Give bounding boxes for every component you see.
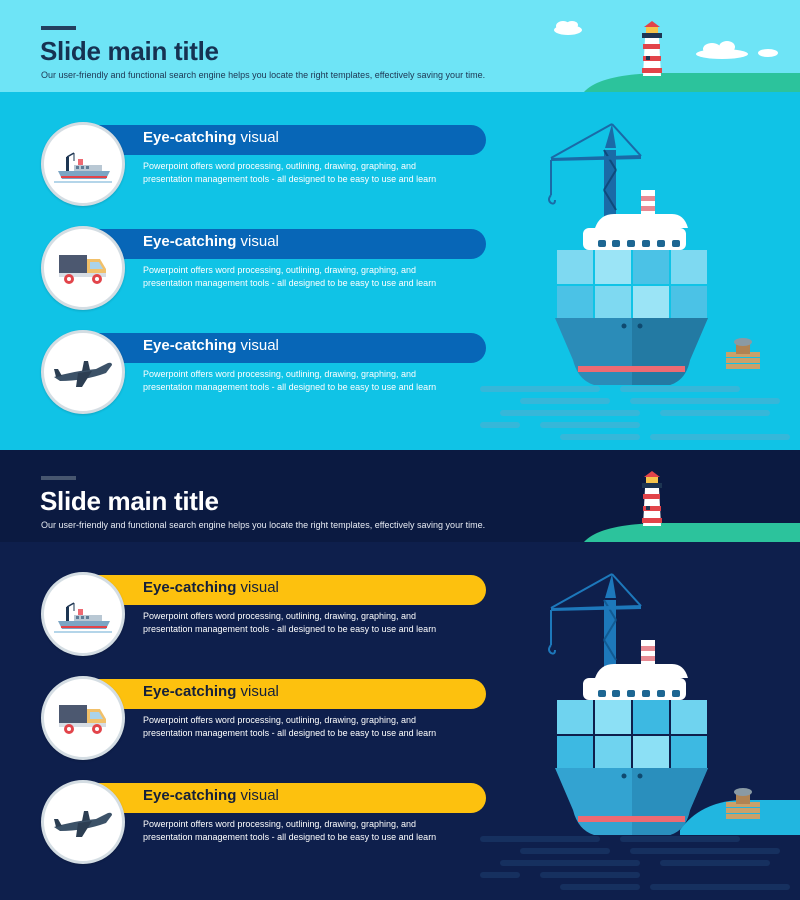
- crane-icon: [548, 123, 642, 220]
- island-shape: [584, 73, 800, 92]
- list-item: Eye-catching visual Powerpoint offers wo…: [40, 572, 490, 656]
- delivery-truck-icon: [59, 255, 106, 284]
- slide-subtitle: Our user-friendly and functional search …: [41, 70, 486, 80]
- airplane-icon: [54, 361, 112, 387]
- slide-title: Slide main title: [40, 36, 219, 66]
- item-heading-bar: [80, 229, 486, 259]
- list-item: Eye-catching visual Powerpoint offers wo…: [40, 122, 490, 206]
- lighthouse-icon: [642, 21, 662, 76]
- list-item: Eye-catching visual Powerpoint offers wo…: [40, 330, 490, 414]
- dock-bollard-icon: [726, 338, 760, 369]
- item-heading-bar: [80, 575, 486, 605]
- item-heading: Eye-catching visual: [143, 579, 279, 596]
- harbor-scene: [480, 21, 800, 440]
- water-waves: [480, 386, 790, 440]
- item-heading-bar: [80, 333, 486, 363]
- cargo-ship-illustration: [555, 190, 708, 385]
- item-heading: Eye-catching visual: [143, 337, 279, 354]
- slide-light: Slide main title Our user-friendly and f…: [0, 0, 800, 450]
- item-description: Powerpoint offers word processing, outli…: [143, 819, 437, 842]
- item-heading-bar: [80, 679, 486, 709]
- item-description: Powerpoint offers word processing, outli…: [143, 369, 437, 392]
- list-item: Eye-catching visual Powerpoint offers wo…: [40, 676, 490, 760]
- list-item: Eye-catching visual Powerpoint offers wo…: [40, 780, 490, 864]
- cloud-icon: [554, 21, 582, 35]
- airplane-icon: [54, 811, 112, 837]
- dock-bollard-icon: [726, 788, 760, 819]
- icon-circle: [41, 676, 125, 760]
- item-heading: Eye-catching visual: [143, 683, 279, 700]
- item-description: Powerpoint offers word processing, outli…: [143, 715, 437, 738]
- icon-circle: [41, 330, 125, 414]
- island-shape: [584, 523, 800, 542]
- slide-dark: Slide main title Our user-friendly and f…: [0, 450, 800, 900]
- title-accent-rule: [41, 26, 76, 30]
- item-description: Powerpoint offers word processing, outli…: [143, 265, 437, 288]
- item-heading-bar: [80, 125, 486, 155]
- cloud-icon: [696, 41, 778, 59]
- slide-subtitle: Our user-friendly and functional search …: [41, 520, 486, 530]
- icon-circle: [41, 122, 125, 206]
- icon-circle: [41, 780, 125, 864]
- item-description: Powerpoint offers word processing, outli…: [143, 161, 437, 184]
- slide-title: Slide main title: [40, 486, 219, 516]
- cargo-ship-illustration: [555, 640, 708, 835]
- delivery-truck-icon: [59, 705, 106, 734]
- cargo-ship-icon: [54, 152, 112, 183]
- lighthouse-icon: [642, 471, 662, 526]
- water-waves: [480, 836, 790, 890]
- crane-icon: [548, 573, 642, 670]
- harbor-scene: [480, 471, 800, 890]
- list-item: Eye-catching visual Powerpoint offers wo…: [40, 226, 490, 310]
- item-heading: Eye-catching visual: [143, 129, 279, 146]
- icon-circle: [41, 572, 125, 656]
- item-heading: Eye-catching visual: [143, 787, 279, 804]
- title-accent-rule: [41, 476, 76, 480]
- item-description: Powerpoint offers word processing, outli…: [143, 611, 437, 634]
- icon-circle: [41, 226, 125, 310]
- cargo-ship-icon: [54, 602, 112, 633]
- item-heading: Eye-catching visual: [143, 233, 279, 250]
- item-heading-bar: [80, 783, 486, 813]
